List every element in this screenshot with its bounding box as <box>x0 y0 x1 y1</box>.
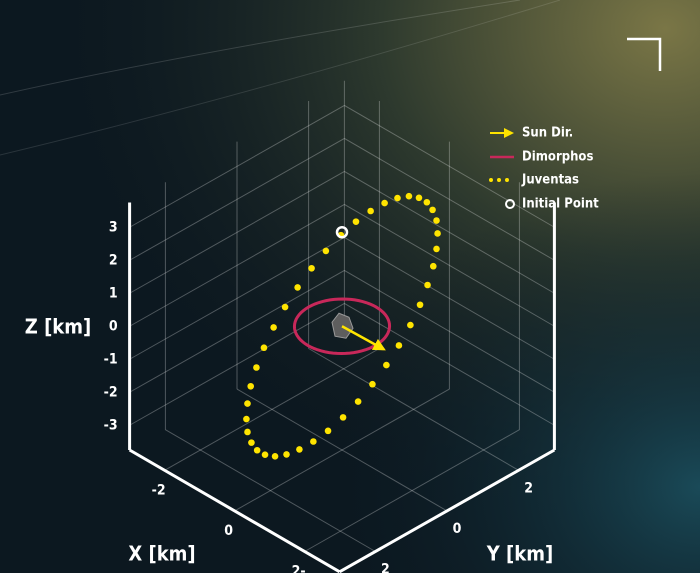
grid-line <box>164 348 380 471</box>
juventas-point <box>270 324 277 331</box>
juventas-point <box>283 451 290 458</box>
juventas-point <box>383 361 390 369</box>
plot: 3 2 1 0 -1 -2 -3 -2 0 2- 2 0 2 <box>104 80 556 573</box>
grid-line <box>129 171 345 294</box>
sun-direction <box>341 325 386 351</box>
juventas-point <box>395 342 403 349</box>
grid-line <box>344 270 555 393</box>
grid-line <box>129 303 345 426</box>
x-tick-label: -2 <box>152 482 166 498</box>
juventas-point <box>244 400 251 407</box>
juventas-point <box>433 217 440 224</box>
juventas-point <box>407 321 414 329</box>
juventas-point <box>294 284 301 291</box>
z-tick-label: 0 <box>109 318 118 334</box>
z-tick-label: 1 <box>109 285 118 301</box>
juventas-point <box>381 199 388 207</box>
z-tick-label: 2 <box>109 252 118 268</box>
juventas-point <box>354 398 362 405</box>
juventas-point <box>434 230 441 237</box>
juventas-point <box>424 281 431 289</box>
juventas-point <box>369 380 376 388</box>
z-axis-label: Z [km] <box>25 315 91 339</box>
juventas-point <box>324 427 332 435</box>
x-axis-label: X [km] <box>128 542 195 566</box>
grid-line <box>344 138 555 261</box>
z-tick-label: -1 <box>104 351 118 367</box>
grid-line <box>304 429 520 552</box>
grid-line <box>308 348 519 471</box>
dimorphos-orbit <box>292 297 392 356</box>
juventas-point <box>415 194 423 202</box>
juventas-point <box>244 428 251 436</box>
x-tick-label: 0 <box>224 523 233 539</box>
grid-line <box>165 429 376 552</box>
x-tick-label: 2- <box>292 564 306 573</box>
z-tick-label: -2 <box>104 384 118 400</box>
juventas-point <box>416 301 424 309</box>
juventas-point <box>260 344 268 352</box>
y-axis-label: Y [km] <box>486 542 553 566</box>
grid-line <box>344 171 555 294</box>
legend-circle <box>505 199 515 209</box>
legend-label: Dimorphos <box>522 150 593 165</box>
juventas-point <box>308 264 315 272</box>
z-tick-label: -3 <box>104 417 118 433</box>
grid-line <box>344 237 555 360</box>
juventas-point <box>429 262 437 270</box>
decor-arc <box>0 0 561 156</box>
grid-line <box>344 303 555 426</box>
initial-point <box>335 225 349 239</box>
grid-line <box>129 270 345 393</box>
grid-line <box>129 204 345 327</box>
legend-label: Sun Dir. <box>522 126 573 141</box>
y-tick-label: 2 <box>524 480 533 496</box>
grid-line <box>236 388 448 512</box>
corner-bracket <box>627 37 662 71</box>
grid-line <box>129 105 345 228</box>
y-tick-label: 0 <box>453 521 462 537</box>
grid-line <box>129 237 345 360</box>
juventas-point <box>253 364 260 371</box>
juventas-point <box>261 451 269 459</box>
juventas-point <box>339 414 347 421</box>
juventas-point <box>429 206 436 214</box>
juventas-point <box>253 446 261 454</box>
grid-line <box>344 105 555 228</box>
juventas-point <box>433 245 440 253</box>
y-axis <box>338 448 556 573</box>
juventas-point <box>405 192 413 200</box>
juventas-point <box>296 446 303 453</box>
z-tick-label: 3 <box>109 219 118 235</box>
juventas-point <box>322 247 330 255</box>
y-tick-label: 2 <box>381 562 390 573</box>
grid-line <box>344 204 555 327</box>
x-axis <box>128 448 341 573</box>
juventas-point <box>281 303 289 311</box>
juventas-point <box>248 439 255 446</box>
juventas-point <box>310 438 317 445</box>
juventas-point <box>394 194 401 202</box>
juventas-point <box>423 198 431 206</box>
legend-label: Juventas <box>521 173 579 188</box>
juventas-point <box>247 382 255 390</box>
juventas-point <box>367 207 374 215</box>
juventas-point <box>243 415 250 423</box>
juventas-point <box>271 452 279 460</box>
grid-line <box>234 388 450 512</box>
juventas-point <box>352 218 360 225</box>
legend-label: Initial Point <box>522 197 599 212</box>
decor-arc <box>0 0 521 96</box>
legend: Sun Dir. Dimorphos Juventas Initial Poin… <box>489 126 599 212</box>
grid-line <box>129 138 345 261</box>
